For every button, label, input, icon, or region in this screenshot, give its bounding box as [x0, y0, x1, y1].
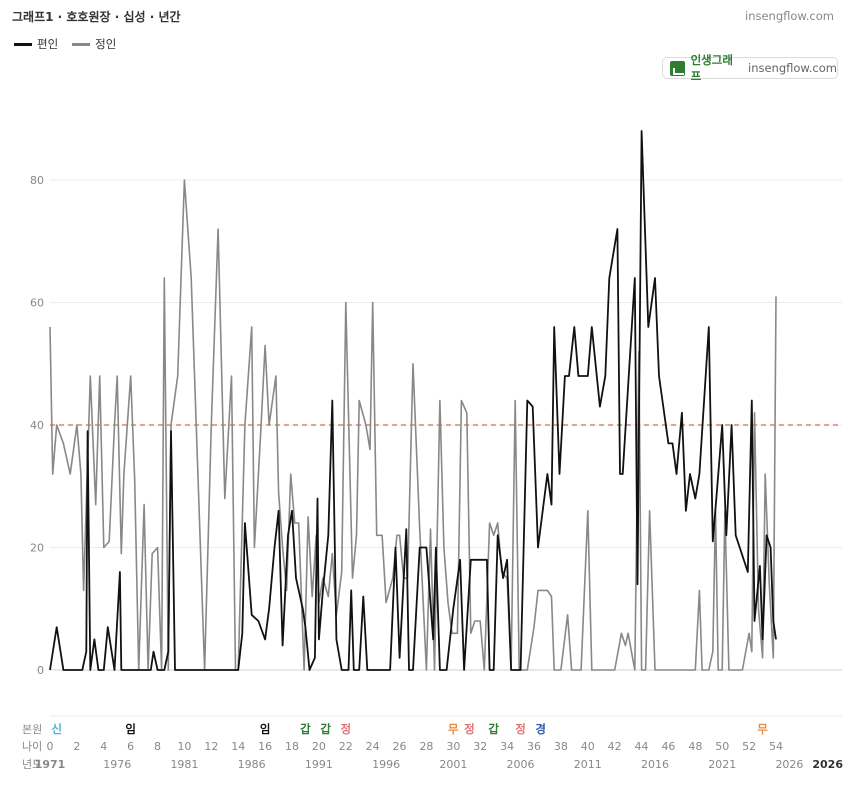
- bonwon-mark-1: 임: [125, 722, 136, 736]
- y-tick-label-40: 40: [30, 419, 44, 432]
- legend-item-jeongin[interactable]: 정인: [72, 36, 116, 52]
- year-tick-2016: 2016: [641, 758, 669, 771]
- y-tick-label-0: 0: [37, 664, 44, 677]
- year-tick-1981: 1981: [170, 758, 198, 771]
- bonwon-mark-7: 정: [464, 722, 475, 736]
- year-tick-2006: 2006: [507, 758, 535, 771]
- bonwon-mark-3: 갑: [300, 722, 311, 736]
- y-tick-label-20: 20: [30, 542, 44, 555]
- year-tick-1991: 1991: [305, 758, 333, 771]
- bonwon-mark-2: 임: [260, 722, 271, 736]
- brand-name: 인생그래프: [690, 53, 733, 83]
- age-tick-16: 16: [258, 740, 272, 753]
- legend: 편인 정인: [14, 36, 130, 52]
- age-tick-54: 54: [769, 740, 783, 753]
- age-tick-20: 20: [312, 740, 326, 753]
- brand-site: insengflow.com: [748, 61, 837, 75]
- legend-item-pyeonin[interactable]: 편인: [14, 36, 58, 52]
- bonwon-mark-9: 정: [515, 722, 526, 736]
- series-line-pyeonin: [49, 130, 777, 671]
- series-line-jeongin: [49, 179, 777, 671]
- age-tick-0: 0: [47, 740, 54, 753]
- age-tick-8: 8: [154, 740, 161, 753]
- age-tick-46: 46: [661, 740, 675, 753]
- bonwon-mark-11: 무: [757, 722, 768, 736]
- age-tick-34: 34: [500, 740, 514, 753]
- bonwon-mark-0: 신: [51, 722, 62, 736]
- age-tick-28: 28: [419, 740, 433, 753]
- age-tick-52: 52: [742, 740, 756, 753]
- bonwon-mark-6: 무: [448, 722, 459, 736]
- age-tick-30: 30: [446, 740, 460, 753]
- chart-title: 그래프1 · 호호원장 · 십성 · 년간: [12, 10, 181, 24]
- brand-badge[interactable]: 인생그래프 insengflow.com: [662, 53, 838, 83]
- year-tick-2001: 2001: [439, 758, 467, 771]
- year-tick-1996: 1996: [372, 758, 400, 771]
- y-tick-label-80: 80: [30, 174, 44, 187]
- chart-logo-icon: [670, 60, 685, 76]
- age-tick-12: 12: [204, 740, 218, 753]
- year-tick-2021: 2021: [708, 758, 736, 771]
- age-tick-2: 2: [73, 740, 80, 753]
- bonwon-mark-4: 갑: [320, 722, 331, 736]
- year-tick-1971: 1971: [35, 758, 66, 771]
- age-tick-40: 40: [581, 740, 595, 753]
- year-tick-2026: 2026: [775, 758, 803, 771]
- age-tick-32: 32: [473, 740, 487, 753]
- y-tick-label-60: 60: [30, 297, 44, 310]
- age-tick-18: 18: [285, 740, 299, 753]
- age-tick-36: 36: [527, 740, 541, 753]
- age-tick-6: 6: [127, 740, 134, 753]
- legend-label-jeongin: 정인: [95, 37, 117, 51]
- age-tick-26: 26: [393, 740, 407, 753]
- year-tick-2011: 2011: [574, 758, 602, 771]
- year-tick-1986: 1986: [238, 758, 266, 771]
- age-tick-22: 22: [339, 740, 353, 753]
- legend-swatch-pyeonin: [14, 42, 32, 46]
- age-tick-42: 42: [608, 740, 622, 753]
- age-tick-14: 14: [231, 740, 245, 753]
- bonwon-mark-8: 갑: [488, 722, 499, 736]
- row-label-1: 본원: [22, 723, 42, 736]
- bonwon-mark-5: 정: [340, 722, 351, 736]
- row-label-3: 년도: [22, 758, 42, 771]
- age-tick-44: 44: [635, 740, 649, 753]
- row-label-2: 나이: [22, 740, 42, 753]
- age-tick-10: 10: [177, 740, 191, 753]
- age-tick-24: 24: [366, 740, 380, 753]
- age-tick-50: 50: [715, 740, 729, 753]
- age-tick-48: 48: [688, 740, 702, 753]
- year-end-label: 2026: [812, 758, 843, 771]
- age-tick-38: 38: [554, 740, 568, 753]
- legend-label-pyeonin: 편인: [37, 37, 59, 51]
- site-link[interactable]: insengflow.com: [745, 9, 834, 23]
- bonwon-mark-10: 경: [535, 722, 546, 736]
- year-tick-1976: 1976: [103, 758, 131, 771]
- age-tick-4: 4: [100, 740, 107, 753]
- legend-swatch-jeongin: [72, 42, 91, 46]
